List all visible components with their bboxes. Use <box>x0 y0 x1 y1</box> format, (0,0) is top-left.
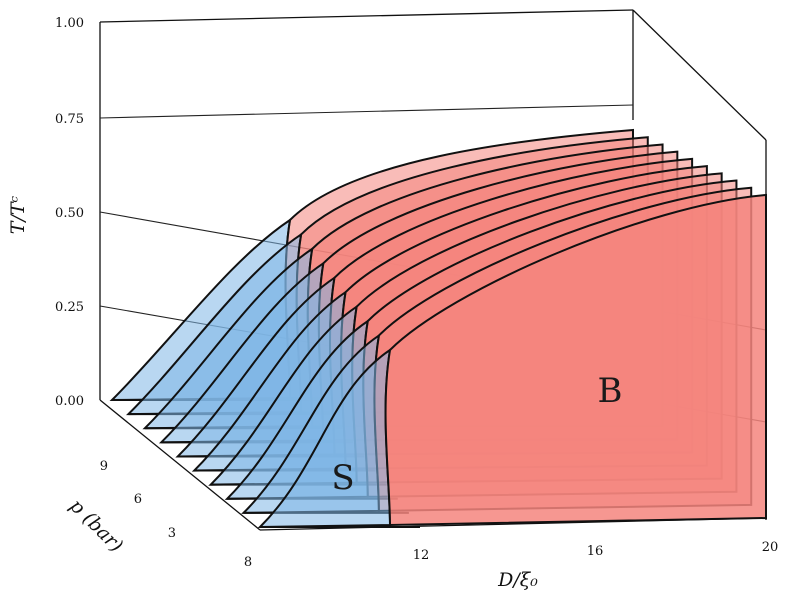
y-axis: 3 6 9 p (bar) <box>65 459 176 557</box>
x-axis: 8 12 16 20 D/ξ₀ <box>244 540 778 591</box>
x-tick-label: 16 <box>587 544 604 559</box>
y-axis-title: p (bar) <box>65 495 127 557</box>
z-tick-label: 0.25 <box>55 300 84 315</box>
x-axis-title: D/ξ₀ <box>497 569 538 591</box>
region-label-s: S <box>331 458 354 498</box>
z-tick-label: 0.50 <box>55 206 84 221</box>
y-tick-label: 3 <box>168 526 176 541</box>
box-top-right-edge <box>632 9 767 141</box>
x-tick-label: 8 <box>244 555 252 570</box>
z-axis: 0.00 0.25 0.50 0.75 1.00 T/Tᶜ <box>7 16 84 409</box>
z-tick-label: 1.00 <box>55 16 84 31</box>
base-front-edge <box>259 517 767 531</box>
x-tick-label: 20 <box>762 540 779 555</box>
z-tick-label: 0.75 <box>55 112 84 127</box>
z-axis-title: T/Tᶜ <box>7 195 29 234</box>
base-left-edge <box>99 399 261 531</box>
region-label-b: B <box>598 371 623 411</box>
box-base <box>99 399 767 531</box>
superfluid-b-region <box>384 193 767 527</box>
phase-slices <box>109 128 767 529</box>
phase-slice <box>257 193 767 529</box>
x-tick-label: 12 <box>413 548 430 563</box>
grid-line-075 <box>99 104 634 119</box>
y-tick-label: 9 <box>100 459 108 474</box>
box-top-back-edge <box>99 9 634 23</box>
y-tick-label: 6 <box>134 492 142 507</box>
z-tick-label: 0.00 <box>55 394 84 409</box>
